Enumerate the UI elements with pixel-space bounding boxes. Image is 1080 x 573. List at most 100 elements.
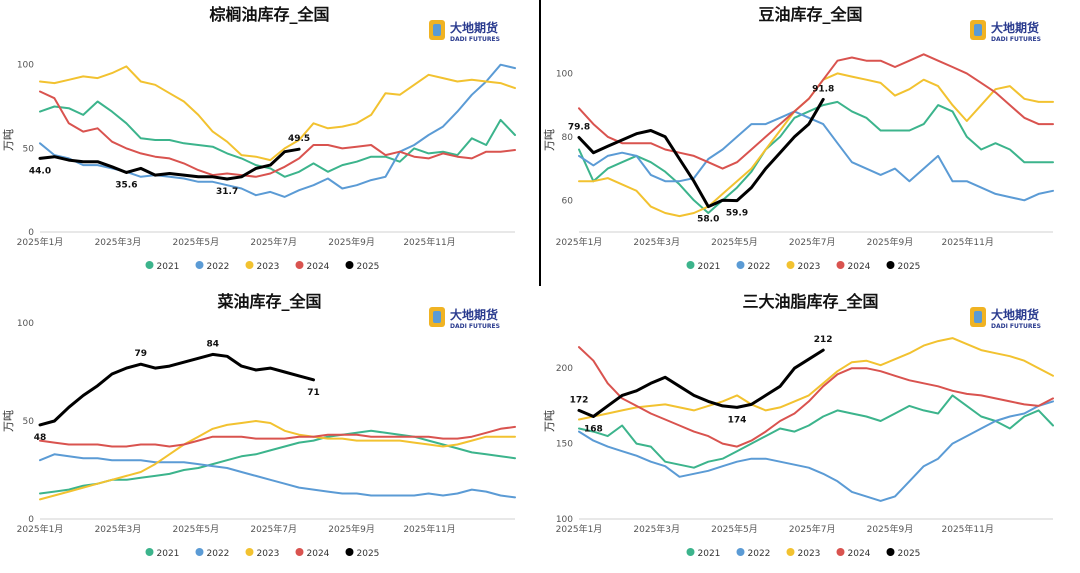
legend-label: 2021	[157, 549, 180, 559]
logo-subtext: DADI FUTURES	[991, 323, 1041, 330]
legend-item-2025: 2025	[886, 548, 921, 559]
data-label: 58.0	[697, 215, 719, 225]
legend-item-2023: 2023	[786, 261, 821, 272]
x-tick-label: 2025年7月	[789, 523, 836, 535]
x-tick-label: 2025年3月	[95, 523, 142, 535]
logo-text: 大地期货	[991, 20, 1039, 35]
x-tick-label: 2025年9月	[328, 236, 375, 248]
x-tick-label: 2025年9月	[328, 523, 375, 535]
series-line-2023	[39, 65, 516, 162]
legend-label: 2025	[898, 549, 921, 559]
x-tick-label: 2025年11月	[942, 523, 994, 535]
data-label: 79.8	[568, 122, 590, 132]
legend-item-2023: 2023	[245, 261, 280, 272]
legend-label: 2022	[748, 549, 771, 559]
data-label: 48	[34, 433, 47, 443]
x-tick-label: 2025年11月	[403, 523, 455, 535]
series-line-2024	[578, 53, 1054, 170]
x-tick-label: 2025年7月	[789, 236, 836, 248]
data-label: 31.7	[216, 187, 238, 197]
logo-icon-inner	[974, 311, 982, 323]
series-line-2022	[39, 453, 516, 499]
series-line-2025	[38, 352, 315, 427]
y-tick-label: 60	[562, 196, 574, 206]
legend-item-2024: 2024	[295, 261, 330, 272]
chart-panel-three-oils: 三大油脂库存_全国 大地期货 DADI FUTURES 100 150 200 万吨 2025…	[541, 287, 1080, 573]
legend-item-2023: 2023	[245, 548, 279, 559]
legend-label: 2025	[898, 262, 921, 272]
legend-item-2021: 2021	[686, 261, 720, 272]
series-line-2024	[39, 425, 516, 448]
legend-label: 2025	[357, 262, 380, 272]
x-tick-label: 2025年3月	[633, 236, 680, 248]
legend-marker	[786, 548, 795, 556]
y-tick-label: 100	[17, 319, 34, 329]
logo-text: 大地期货	[991, 307, 1039, 322]
legend-item-2021: 2021	[686, 548, 720, 559]
legend-label: 2022	[748, 262, 771, 272]
logo-text: 大地期货	[450, 307, 498, 322]
panel-divider	[539, 0, 541, 286]
y-tick-label: 0	[28, 228, 34, 238]
data-label: 174	[728, 415, 747, 425]
y-tick-label: 200	[556, 364, 573, 374]
x-tick-label: 2025年1月	[556, 236, 603, 248]
data-label: 44.0	[29, 166, 51, 176]
legend-marker	[836, 261, 845, 269]
series-line-2022	[39, 63, 516, 198]
legend-label: 2023	[257, 262, 280, 272]
x-tick-label: 2025年1月	[556, 523, 603, 535]
series-line-2024	[578, 346, 1054, 448]
legend-marker	[145, 548, 154, 556]
series-line-2024	[39, 90, 516, 178]
legend-marker	[886, 261, 895, 269]
legend-label: 2024	[848, 549, 871, 559]
legend-marker	[145, 261, 154, 269]
chart-title: 豆油库存_全国	[758, 5, 862, 24]
legend-marker	[345, 261, 354, 269]
series-line-2021	[578, 394, 1054, 469]
y-axis-label: 万吨	[543, 129, 556, 151]
legend-item-2025: 2025	[345, 261, 380, 272]
legend-marker	[245, 261, 254, 269]
chart-panel-rapeseed-oil: 菜油库存_全国 大地期货 DADI FUTURES 0 50 100 万吨 2025年1月 20…	[0, 287, 540, 573]
series-line-2021	[39, 100, 516, 178]
logo-icon-inner	[974, 24, 982, 36]
logo-icon-inner	[433, 24, 441, 36]
x-tick-label: 2025年11月	[403, 236, 455, 248]
series-line-2025	[577, 348, 825, 418]
data-label: 212	[814, 335, 833, 345]
legend-marker	[295, 261, 304, 269]
data-label: 84	[206, 339, 219, 349]
logo-text: 大地期货	[450, 20, 498, 35]
legend-marker	[245, 548, 254, 556]
legend-marker	[345, 548, 354, 556]
legend-label: 2022	[207, 549, 230, 559]
legend-item-2024: 2024	[836, 548, 871, 559]
x-tick-label: 2025年9月	[867, 236, 914, 248]
data-label: 49.5	[288, 134, 310, 144]
legend-marker	[195, 548, 204, 556]
legend-item-2024: 2024	[836, 261, 871, 272]
y-axis-label: 万吨	[2, 129, 15, 151]
x-tick-label: 2025年1月	[17, 236, 64, 248]
legend-item-2023: 2023	[786, 548, 821, 559]
legend-label: 2024	[307, 549, 330, 559]
x-tick-label: 2025年5月	[711, 523, 758, 535]
y-axis-label: 万吨	[2, 410, 15, 432]
legend-label: 2023	[798, 549, 821, 559]
data-label: 59.9	[726, 209, 748, 219]
legend-label: 2023	[798, 262, 821, 272]
x-tick-label: 2025年3月	[633, 523, 680, 535]
legend-item-2025: 2025	[886, 261, 921, 272]
x-tick-label: 2025年5月	[711, 236, 758, 248]
x-tick-label: 2025年7月	[250, 236, 297, 248]
series-line-2022	[578, 110, 1054, 202]
logo-icon-inner	[433, 311, 441, 323]
